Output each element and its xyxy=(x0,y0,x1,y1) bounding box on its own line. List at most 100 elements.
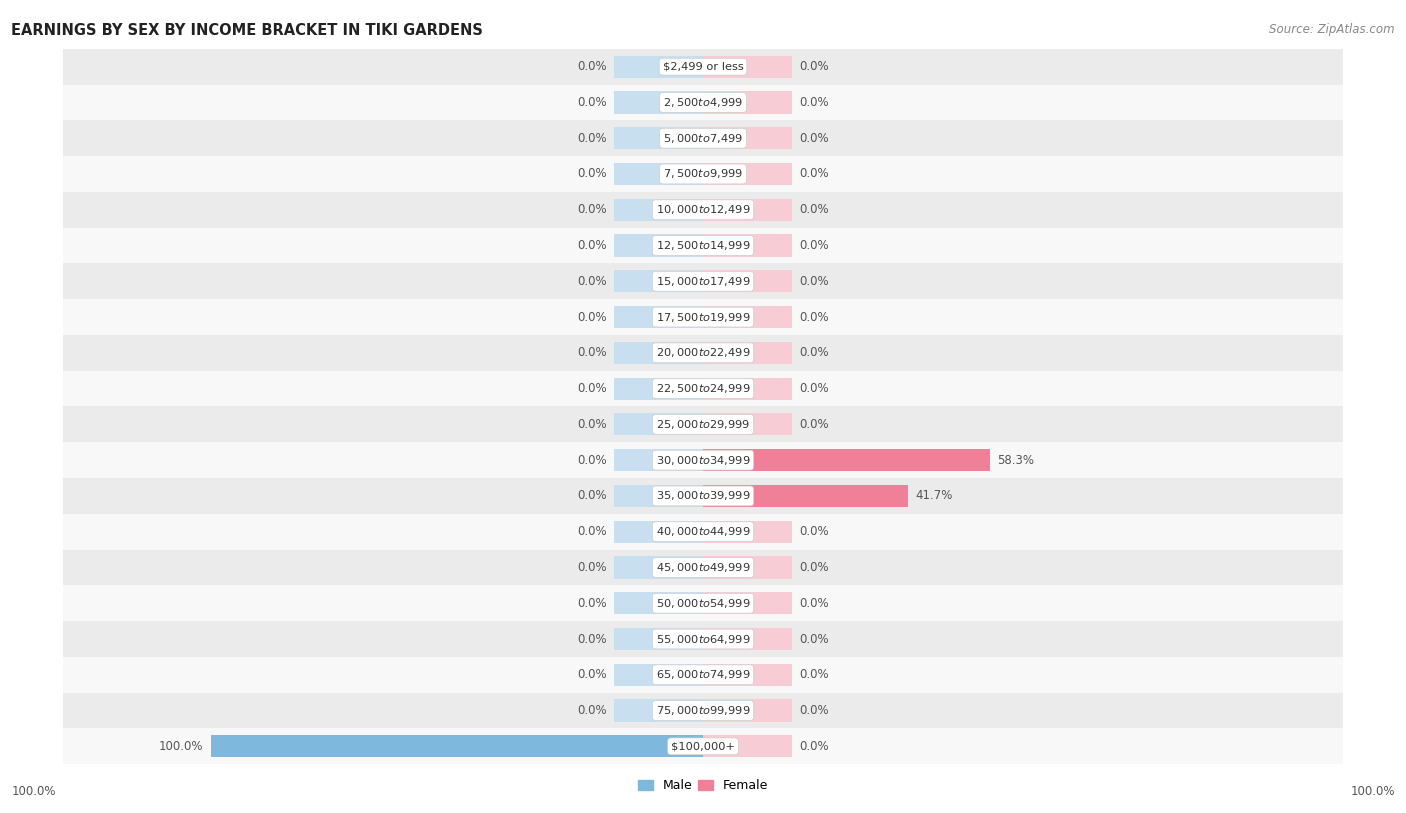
Bar xyxy=(703,413,792,436)
Text: Source: ZipAtlas.com: Source: ZipAtlas.com xyxy=(1270,23,1395,36)
Bar xyxy=(703,306,792,328)
Bar xyxy=(63,263,1343,299)
Bar xyxy=(614,485,703,507)
Bar xyxy=(614,663,703,686)
Bar xyxy=(63,156,1343,192)
Bar xyxy=(703,449,792,472)
Text: 0.0%: 0.0% xyxy=(799,561,828,574)
Bar xyxy=(614,127,703,150)
Bar xyxy=(63,406,1343,442)
Bar xyxy=(63,228,1343,263)
Text: $10,000 to $12,499: $10,000 to $12,499 xyxy=(655,203,751,216)
Text: 0.0%: 0.0% xyxy=(799,96,828,109)
Text: 0.0%: 0.0% xyxy=(578,633,607,646)
Text: $5,000 to $7,499: $5,000 to $7,499 xyxy=(664,132,742,145)
Text: EARNINGS BY SEX BY INCOME BRACKET IN TIKI GARDENS: EARNINGS BY SEX BY INCOME BRACKET IN TIK… xyxy=(11,23,484,37)
Text: 100.0%: 100.0% xyxy=(11,785,56,798)
Text: 0.0%: 0.0% xyxy=(799,704,828,717)
Text: 0.0%: 0.0% xyxy=(799,597,828,610)
Text: 0.0%: 0.0% xyxy=(578,203,607,216)
Bar xyxy=(614,449,703,472)
Bar xyxy=(703,377,792,400)
Text: $22,500 to $24,999: $22,500 to $24,999 xyxy=(655,382,751,395)
Bar xyxy=(703,699,792,722)
Bar xyxy=(614,198,703,221)
Text: $7,500 to $9,999: $7,500 to $9,999 xyxy=(664,167,742,180)
Text: 0.0%: 0.0% xyxy=(799,418,828,431)
Bar xyxy=(63,550,1343,585)
Legend: Male, Female: Male, Female xyxy=(633,774,773,798)
Bar xyxy=(63,120,1343,156)
Text: 0.0%: 0.0% xyxy=(578,96,607,109)
Text: 0.0%: 0.0% xyxy=(578,704,607,717)
Bar xyxy=(614,628,703,650)
Text: 0.0%: 0.0% xyxy=(578,597,607,610)
Text: 0.0%: 0.0% xyxy=(578,311,607,324)
Bar xyxy=(63,442,1343,478)
Bar xyxy=(614,270,703,293)
Bar xyxy=(703,485,792,507)
Text: 0.0%: 0.0% xyxy=(799,346,828,359)
Bar xyxy=(614,91,703,114)
Bar xyxy=(63,478,1343,514)
Text: 0.0%: 0.0% xyxy=(799,132,828,145)
Text: 0.0%: 0.0% xyxy=(799,275,828,288)
Bar xyxy=(703,341,792,364)
Bar xyxy=(63,728,1343,764)
Text: 0.0%: 0.0% xyxy=(578,489,607,502)
Text: $55,000 to $64,999: $55,000 to $64,999 xyxy=(655,633,751,646)
Text: 0.0%: 0.0% xyxy=(578,239,607,252)
Text: $75,000 to $99,999: $75,000 to $99,999 xyxy=(655,704,751,717)
Bar xyxy=(703,270,792,293)
Bar xyxy=(614,413,703,436)
Text: 100.0%: 100.0% xyxy=(159,740,204,753)
Bar xyxy=(703,485,908,507)
Bar xyxy=(63,85,1343,120)
Text: 0.0%: 0.0% xyxy=(799,311,828,324)
Bar xyxy=(211,735,703,758)
Bar xyxy=(63,585,1343,621)
Text: 0.0%: 0.0% xyxy=(578,525,607,538)
Text: 41.7%: 41.7% xyxy=(915,489,953,502)
Text: $40,000 to $44,999: $40,000 to $44,999 xyxy=(655,525,751,538)
Bar xyxy=(614,520,703,543)
Text: 0.0%: 0.0% xyxy=(799,740,828,753)
Bar xyxy=(614,234,703,257)
Text: 0.0%: 0.0% xyxy=(799,203,828,216)
Bar xyxy=(614,341,703,364)
Text: 0.0%: 0.0% xyxy=(578,167,607,180)
Bar xyxy=(63,693,1343,728)
Text: $50,000 to $54,999: $50,000 to $54,999 xyxy=(655,597,751,610)
Text: $45,000 to $49,999: $45,000 to $49,999 xyxy=(655,561,751,574)
Bar xyxy=(63,514,1343,550)
Text: $2,499 or less: $2,499 or less xyxy=(662,62,744,72)
Bar xyxy=(703,556,792,579)
Bar xyxy=(63,49,1343,85)
Text: 0.0%: 0.0% xyxy=(799,382,828,395)
Text: $2,500 to $4,999: $2,500 to $4,999 xyxy=(664,96,742,109)
Bar xyxy=(703,127,792,150)
Text: 0.0%: 0.0% xyxy=(799,60,828,73)
Bar xyxy=(703,234,792,257)
Text: 0.0%: 0.0% xyxy=(799,525,828,538)
Bar xyxy=(703,55,792,78)
Bar xyxy=(614,306,703,328)
Text: 0.0%: 0.0% xyxy=(578,60,607,73)
Bar xyxy=(614,699,703,722)
Bar xyxy=(63,371,1343,406)
Text: 0.0%: 0.0% xyxy=(578,454,607,467)
Text: $65,000 to $74,999: $65,000 to $74,999 xyxy=(655,668,751,681)
Bar xyxy=(703,735,792,758)
Bar xyxy=(614,556,703,579)
Bar xyxy=(703,628,792,650)
Bar xyxy=(614,55,703,78)
Text: $25,000 to $29,999: $25,000 to $29,999 xyxy=(655,418,751,431)
Text: $30,000 to $34,999: $30,000 to $34,999 xyxy=(655,454,751,467)
Text: 0.0%: 0.0% xyxy=(799,633,828,646)
Text: 0.0%: 0.0% xyxy=(799,239,828,252)
Text: $17,500 to $19,999: $17,500 to $19,999 xyxy=(655,311,751,324)
Text: 0.0%: 0.0% xyxy=(578,418,607,431)
Text: 0.0%: 0.0% xyxy=(578,668,607,681)
Bar xyxy=(703,592,792,615)
Bar xyxy=(63,335,1343,371)
